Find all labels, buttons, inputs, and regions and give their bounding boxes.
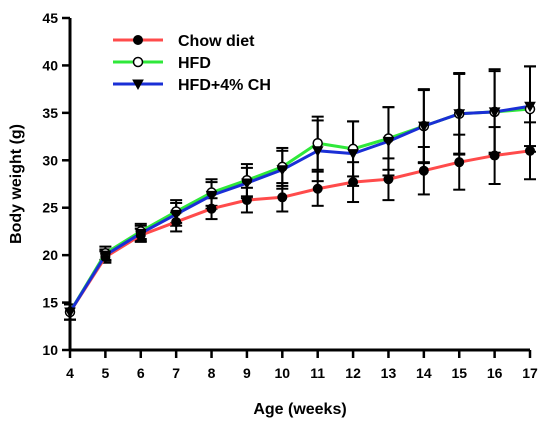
x-tick-label: 12 (345, 365, 361, 381)
x-tick-label: 11 (310, 365, 325, 381)
series-line (68, 104, 531, 313)
y-tick-label: 30 (42, 152, 58, 168)
y-tick-label: 25 (42, 200, 58, 216)
y-tick-label: 15 (42, 295, 58, 311)
legend-label: HFD+4% CH (178, 77, 271, 94)
x-tick-label: 14 (416, 365, 432, 381)
x-tick-label: 6 (137, 365, 145, 381)
data-point (454, 157, 465, 168)
series-line (68, 149, 531, 313)
x-tick-label: 16 (487, 365, 503, 381)
data-point (206, 203, 217, 214)
series-line (68, 107, 531, 313)
data-point (99, 250, 112, 262)
data-point (488, 107, 501, 118)
x-tick-label: 10 (275, 365, 291, 381)
x-axis-title: Age (weeks) (253, 401, 346, 418)
y-tick-label: 10 (42, 342, 58, 358)
data-point (134, 228, 147, 240)
data-point (312, 183, 323, 194)
y-tick-label: 35 (42, 105, 58, 121)
y-tick-label: 40 (42, 57, 58, 73)
data-point (241, 178, 253, 190)
x-tick-label: 5 (101, 365, 109, 381)
x-tick-label: 4 (66, 365, 74, 381)
series-lines (68, 104, 531, 313)
legend-label: Chow diet (178, 33, 255, 50)
legend-marker (132, 56, 144, 68)
data-point (276, 165, 289, 176)
data-point (241, 195, 252, 206)
data-point (170, 209, 183, 221)
legend: Chow diet HFD HFD+4% CH (113, 33, 271, 94)
legend-marker (132, 79, 144, 91)
data-point (383, 174, 394, 185)
x-tick-label: 13 (381, 365, 397, 381)
x-tick-label: 17 (522, 365, 538, 381)
data-point (417, 121, 430, 133)
data-point (277, 192, 288, 203)
y-tick-label: 20 (42, 247, 58, 263)
y-axis-title: Body weight (g) (8, 124, 25, 244)
data-point (489, 150, 500, 161)
data-point (524, 101, 536, 113)
data-point (418, 165, 429, 176)
legend-label: HFD (178, 55, 211, 72)
data-point (525, 145, 535, 156)
series-markers (64, 101, 536, 319)
axes (68, 18, 530, 352)
plot-area (64, 65, 536, 321)
data-point (205, 190, 218, 202)
data-point (348, 177, 359, 188)
x-tick-label: 7 (172, 365, 180, 381)
x-tick-label: 8 (208, 365, 216, 381)
data-point (347, 149, 359, 160)
legend-marker (133, 35, 143, 45)
x-tick-label: 9 (243, 365, 251, 381)
data-point (311, 146, 324, 157)
y-tick-label: 45 (42, 10, 58, 26)
data-point (453, 109, 466, 120)
x-tick-label: 15 (451, 365, 467, 381)
data-point (382, 136, 395, 148)
